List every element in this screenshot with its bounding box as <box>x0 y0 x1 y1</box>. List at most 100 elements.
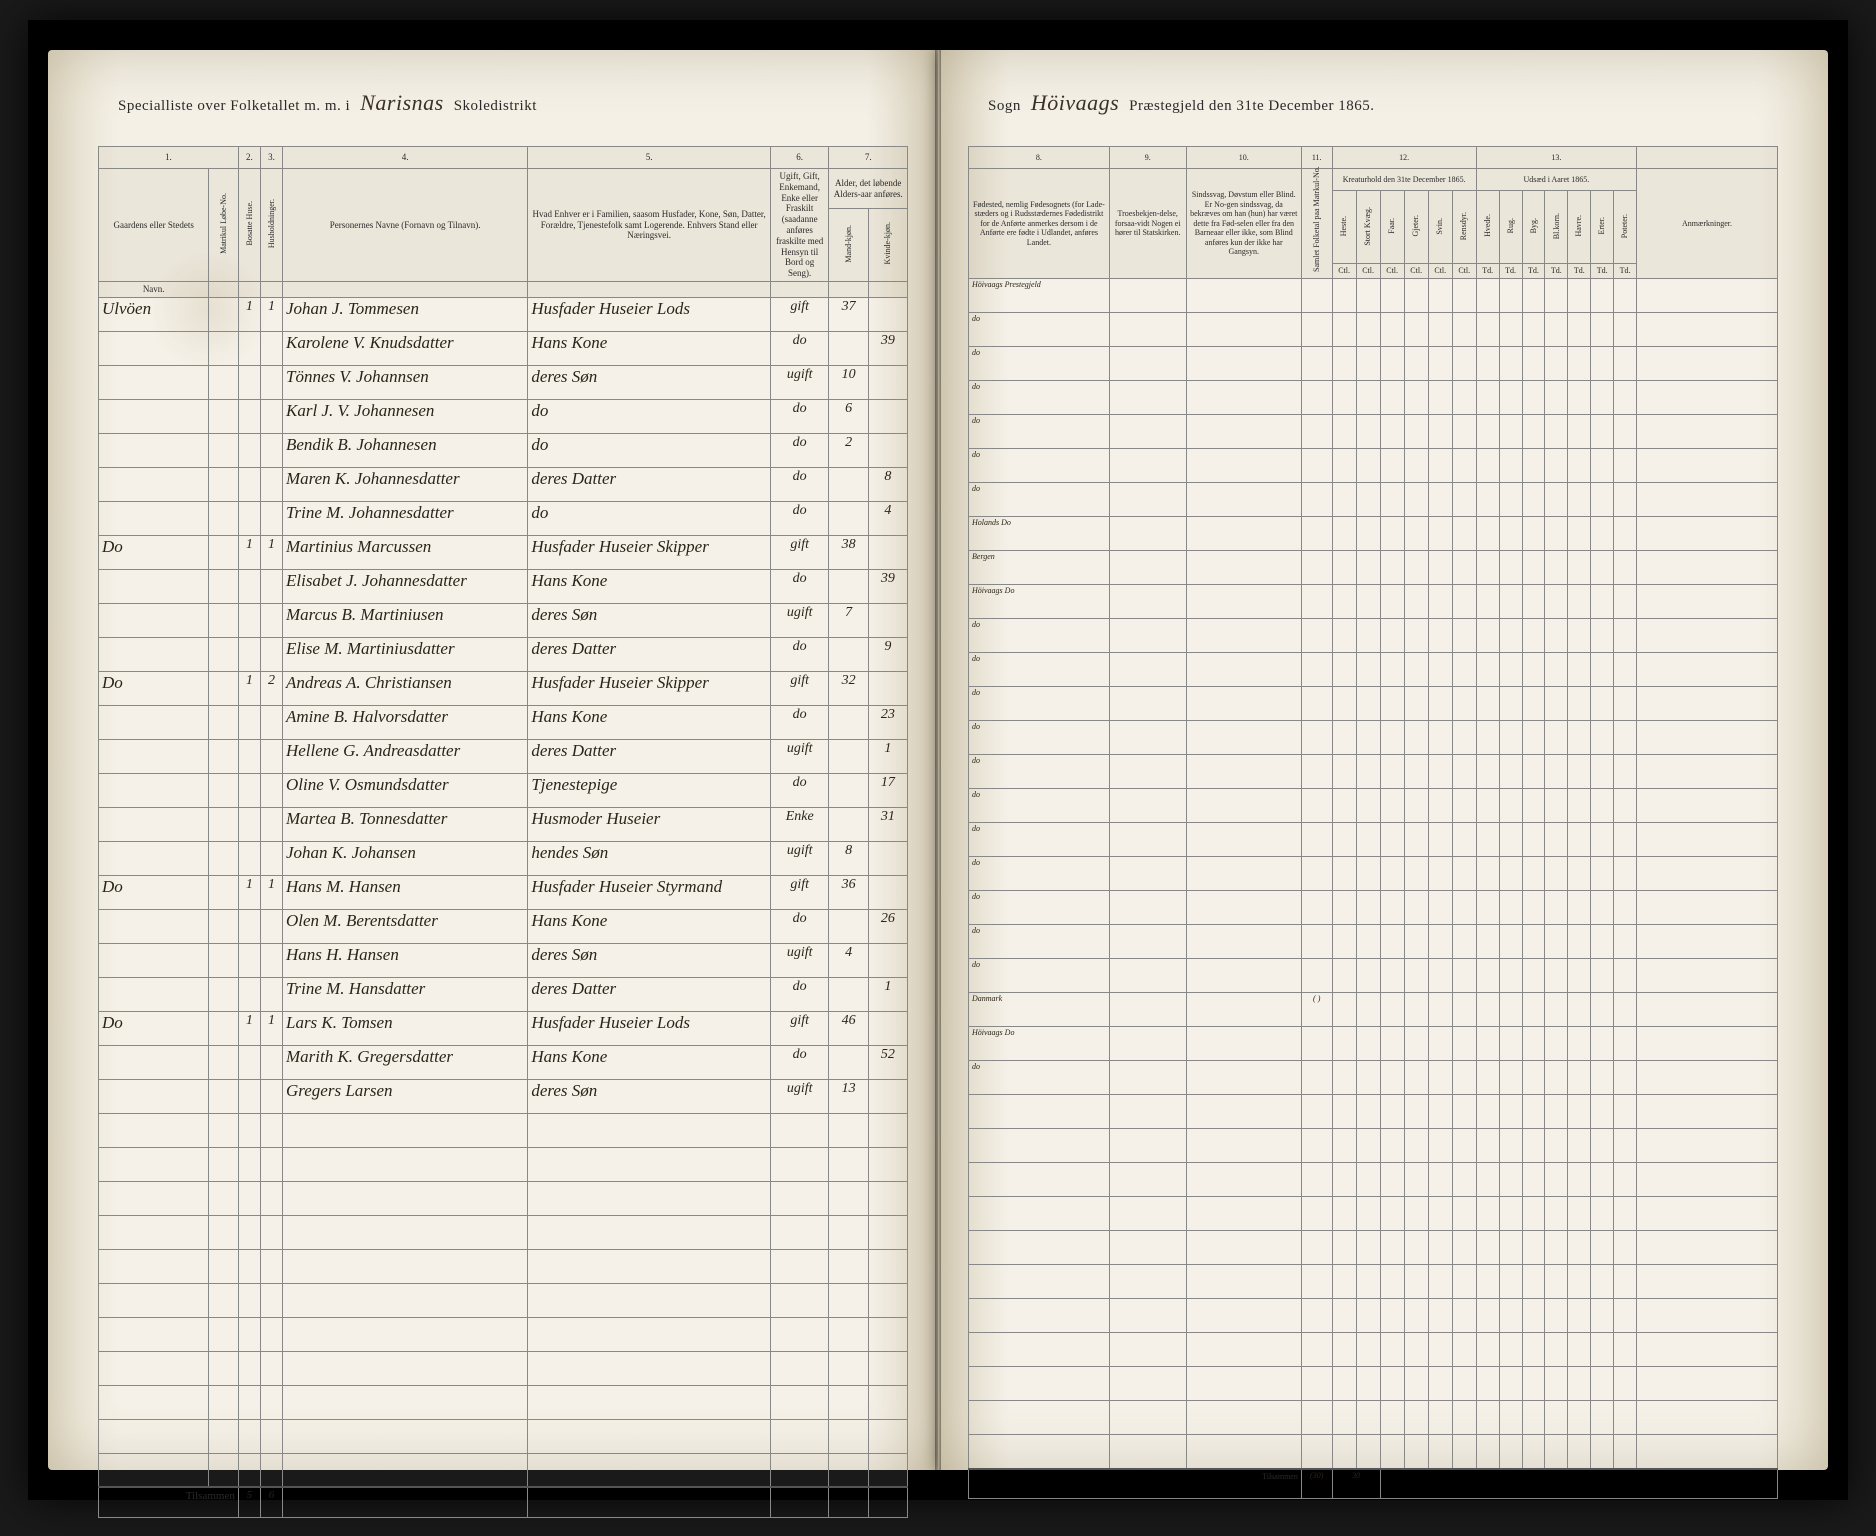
cell-hus <box>238 603 260 637</box>
cell-hus: 1 <box>238 875 260 909</box>
cell-mno <box>209 637 238 671</box>
cell-mno <box>209 501 238 535</box>
cell-rel: deres Søn <box>528 943 771 977</box>
unit-td-0: Td. <box>1476 264 1499 279</box>
cell-stat: ugift <box>770 739 829 773</box>
cell-hh <box>260 1079 282 1113</box>
cell-mno <box>209 433 238 467</box>
cell-mno <box>209 671 238 705</box>
table-row-blank <box>969 1265 1778 1299</box>
cell-hus <box>238 773 260 807</box>
cell-rel: Husfader Huseier Skipper <box>528 535 771 569</box>
col-3-num: 3. <box>260 147 282 169</box>
cell-place <box>99 943 209 977</box>
cell-total <box>1301 687 1332 721</box>
table-row: Do11Hans M. HansenHusfader Huseier Styrm… <box>99 875 908 909</box>
cell-stat: do <box>770 773 829 807</box>
cell-birth: do <box>969 415 1110 449</box>
table-row-blank <box>969 1095 1778 1129</box>
table-row: Amine B. HalvorsdatterHans Konedo23 <box>99 705 908 739</box>
cell-hh <box>260 399 282 433</box>
cell-place: Do <box>99 535 209 569</box>
cell-birth: do <box>969 653 1110 687</box>
cell-rel: Husfader Huseier Skipper <box>528 671 771 705</box>
livestock-col-3: Gjeter. <box>1404 191 1428 264</box>
cell-stat: do <box>770 331 829 365</box>
cell-rel: do <box>528 501 771 535</box>
cell-stat: gift <box>770 875 829 909</box>
cell-birth: do <box>969 755 1110 789</box>
cell-name: Maren K. Johannesdatter <box>282 467 527 501</box>
cell-total <box>1301 347 1332 381</box>
cell-hus <box>238 569 260 603</box>
livestock-col-4: Svin. <box>1428 191 1452 264</box>
cell-rel: deres Datter <box>528 739 771 773</box>
cell-hh: 2 <box>260 671 282 705</box>
cell-name: Martea B. Tonnesdatter <box>282 807 527 841</box>
cell-name: Marcus B. Martiniusen <box>282 603 527 637</box>
cell-stat: gift <box>770 535 829 569</box>
cell-m: 8 <box>829 841 868 875</box>
col-14-label: Anmærkninger. <box>1636 169 1777 279</box>
cell-rel: Hans Kone <box>528 909 771 943</box>
col-11-num: 11. <box>1301 147 1332 169</box>
header-right: Sogn Höivaags Præstegjeld den 31te Decem… <box>968 90 1778 116</box>
footer-row-right: Tilsammen (30) 30 <box>969 1469 1778 1499</box>
cell-rel: deres Søn <box>528 365 771 399</box>
cell-place <box>99 1045 209 1079</box>
cell-rel: deres Datter <box>528 977 771 1011</box>
cell-m: 32 <box>829 671 868 705</box>
table-row-blank <box>969 1401 1778 1435</box>
cell-mno <box>209 807 238 841</box>
cell-k <box>868 1011 907 1045</box>
cell-stat: do <box>770 501 829 535</box>
cell-birth: do <box>969 381 1110 415</box>
cell-total <box>1301 857 1332 891</box>
table-row-blank <box>99 1113 908 1147</box>
cell-place <box>99 467 209 501</box>
table-row: do <box>969 687 1778 721</box>
cell-total <box>1301 381 1332 415</box>
unit-ctl-4: Ctl. <box>1428 264 1452 279</box>
cell-k <box>868 535 907 569</box>
unit-ctl-2: Ctl. <box>1380 264 1404 279</box>
unit-td-4: Td. <box>1568 264 1591 279</box>
cell-total <box>1301 789 1332 823</box>
cell-name: Johan K. Johansen <box>282 841 527 875</box>
cell-hh <box>260 365 282 399</box>
cell-place: Do <box>99 671 209 705</box>
cell-m <box>829 467 868 501</box>
cell-mno <box>209 467 238 501</box>
cell-m: 38 <box>829 535 868 569</box>
cell-k: 8 <box>868 467 907 501</box>
cell-mno <box>209 773 238 807</box>
table-row: do <box>969 789 1778 823</box>
footer-val-2: 6 <box>260 1487 282 1517</box>
col-4-num: 4. <box>282 147 527 169</box>
cell-k: 26 <box>868 909 907 943</box>
table-row: Trine M. Johannesdatterdodo4 <box>99 501 908 535</box>
table-row-blank <box>99 1351 908 1385</box>
cell-stat: gift <box>770 1011 829 1045</box>
cell-hh: 1 <box>260 535 282 569</box>
table-row-blank <box>99 1147 908 1181</box>
cell-place <box>99 637 209 671</box>
cell-hus <box>238 637 260 671</box>
cell-birth: Bergen <box>969 551 1110 585</box>
cell-rel: Husfader Huseier Styrmand <box>528 875 771 909</box>
header-district: Narisnas <box>360 90 443 116</box>
cell-birth: do <box>969 789 1110 823</box>
cell-total <box>1301 721 1332 755</box>
cell-hus <box>238 365 260 399</box>
cell-stat: do <box>770 637 829 671</box>
cell-name: Lars K. Tomsen <box>282 1011 527 1045</box>
table-row: do <box>969 959 1778 993</box>
footer-label-left: Tilsammen <box>99 1487 239 1517</box>
cell-mno <box>209 977 238 1011</box>
col-14-blank <box>1636 147 1777 169</box>
cell-birth: do <box>969 857 1110 891</box>
cell-stat: do <box>770 399 829 433</box>
header-sogn: Sogn <box>988 98 1021 115</box>
cell-birth: Höivaags Do <box>969 1027 1110 1061</box>
cell-name: Elisabet J. Johannesdatter <box>282 569 527 603</box>
